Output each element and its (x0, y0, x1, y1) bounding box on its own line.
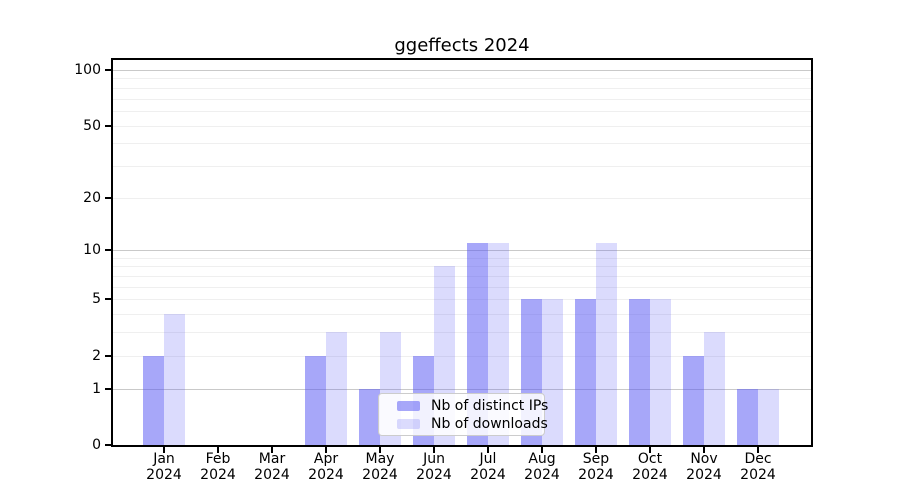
bar-downloads-dec (758, 388, 779, 445)
x-tick-mark (595, 447, 597, 453)
gridline-minor (113, 257, 811, 259)
y-tick-mark (105, 196, 112, 199)
y-tick-label: 10 (83, 242, 101, 259)
x-tick-mark (487, 447, 489, 453)
y-tick-label: 2 (92, 347, 101, 364)
gridline-minor (113, 314, 811, 316)
y-tick-mark (105, 354, 112, 357)
y-tick-label: 20 (83, 189, 101, 206)
gridline-minor (113, 165, 811, 167)
legend-item-distinct-ips: Nb of distinct IPs (397, 397, 548, 414)
bar-distinct-ips-nov (683, 355, 704, 445)
bar-downloads-sep (596, 243, 617, 445)
x-tick-label-may: May 2024 (362, 451, 398, 483)
bar-downloads-oct (650, 299, 671, 445)
y-tick-label: 5 (92, 291, 101, 308)
x-tick-mark (163, 447, 165, 453)
x-tick-label-mar: Mar 2024 (254, 451, 290, 483)
legend: Nb of distinct IPs Nb of downloads (378, 393, 548, 436)
x-tick-mark (757, 447, 759, 453)
y-tick-mark (105, 124, 112, 127)
gridline-minor (113, 125, 811, 127)
y-tick-mark (105, 68, 112, 71)
x-tick-label-feb: Feb 2024 (200, 451, 236, 483)
bar-downloads-apr (326, 332, 347, 445)
x-tick-mark (271, 447, 273, 453)
y-tick-label: 1 (92, 380, 101, 397)
gridline-minor (113, 110, 811, 112)
y-tick-label: 100 (74, 61, 101, 78)
x-tick-label-apr: Apr 2024 (308, 451, 344, 483)
legend-label-distinct-ips: Nb of distinct IPs (431, 397, 549, 414)
x-tick-label-oct: Oct 2024 (632, 451, 668, 483)
x-tick-mark (379, 447, 381, 453)
x-tick-mark (703, 447, 705, 453)
x-tick-mark (433, 447, 435, 453)
y-tick-mark (105, 298, 112, 301)
bar-distinct-ips-may (359, 388, 380, 445)
bar-downloads-aug (542, 299, 563, 445)
x-tick-mark (541, 447, 543, 453)
bar-distinct-ips-apr (305, 355, 326, 445)
x-tick-mark (649, 447, 651, 453)
y-tick-mark (105, 444, 112, 446)
x-tick-mark (325, 447, 327, 453)
y-tick-mark (105, 387, 112, 390)
bar-distinct-ips-sep (575, 299, 596, 445)
y-tick-mark (105, 249, 112, 252)
gridline-minor (113, 197, 811, 199)
y-tick-label: 0 (92, 437, 101, 453)
gridline-minor (113, 87, 811, 89)
bar-distinct-ips-oct (629, 299, 650, 445)
bar-distinct-ips-jan (143, 355, 164, 445)
bar-downloads-nov (704, 332, 725, 445)
x-tick-label-sep: Sep 2024 (578, 451, 614, 483)
legend-item-downloads: Nb of downloads (397, 415, 548, 432)
bar-downloads-jan (164, 314, 185, 445)
gridline-minor (113, 355, 811, 357)
gridline-major (113, 69, 811, 71)
x-tick-label-jan: Jan 2024 (146, 451, 182, 483)
plot-area (111, 58, 813, 447)
y-tick-label: 50 (83, 117, 101, 134)
gridline-minor (113, 332, 811, 334)
gridline-minor (113, 299, 811, 301)
x-tick-label-dec: Dec 2024 (740, 451, 776, 483)
legend-label-downloads: Nb of downloads (431, 415, 548, 432)
x-tick-mark (217, 447, 219, 453)
chart-title: ggeffects 2024 (394, 35, 530, 56)
gridline-minor (113, 266, 811, 268)
x-tick-label-nov: Nov 2024 (686, 451, 722, 483)
gridline-minor (113, 98, 811, 100)
gridline-minor (113, 143, 811, 145)
x-tick-label-jun: Jun 2024 (416, 451, 452, 483)
gridline-major (113, 250, 811, 252)
gridline-major (113, 388, 811, 390)
gridline-minor (113, 286, 811, 288)
legend-swatch-downloads (397, 418, 420, 429)
gridline-minor (113, 78, 811, 80)
bar-distinct-ips-dec (737, 388, 758, 445)
gridline-minor (113, 276, 811, 278)
x-tick-label-jul: Jul 2024 (470, 451, 506, 483)
legend-swatch-distinct-ips (397, 400, 420, 411)
x-tick-label-aug: Aug 2024 (524, 451, 560, 483)
